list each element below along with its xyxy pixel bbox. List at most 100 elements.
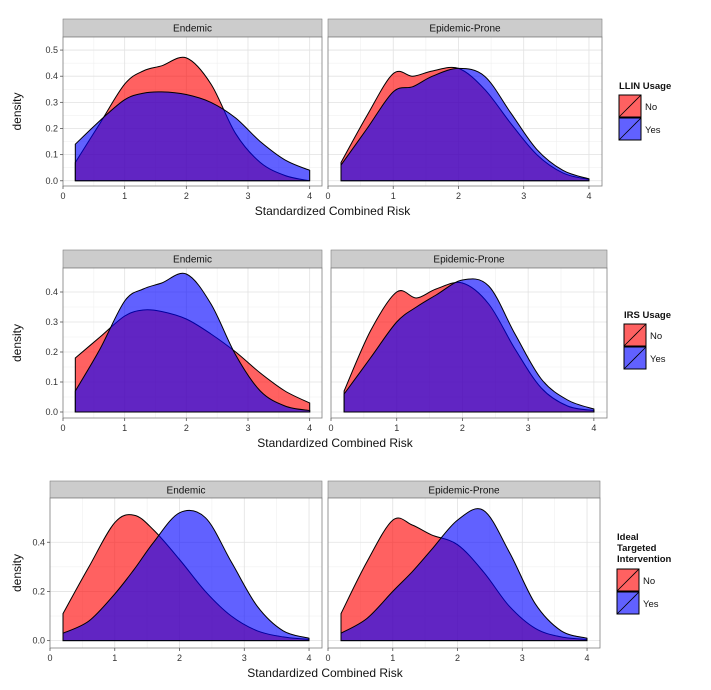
y-tick-label: 0.0 — [32, 636, 45, 646]
y-axis-title: density — [10, 92, 24, 130]
x-tick-label: 1 — [390, 653, 395, 663]
y-tick-label: 0.0 — [45, 407, 58, 417]
legend-title-line: Intervention — [617, 554, 672, 565]
x-tick-label: 1 — [122, 423, 127, 433]
density-areas — [343, 278, 595, 413]
x-tick-label: 2 — [456, 191, 461, 201]
panel-border — [327, 497, 601, 649]
x-tick-label: 3 — [245, 423, 250, 433]
chart-row-1: Endemic 0 1 2 3 4 0.0 0.1 0.2 0.3 0.4 0.5 Epidemic-P… — [10, 18, 671, 218]
x-axis-title: Standardized Combined Risk — [257, 436, 413, 450]
facet-panel: Endemic 0 1 2 3 4 0.0 0.1 0.2 0.3 0.4 — [45, 249, 323, 433]
density-area-yes — [74, 91, 311, 182]
legend-title: IRS Usage — [624, 310, 671, 321]
y-axis-title: density — [10, 554, 24, 592]
x-tick-label: 4 — [307, 423, 312, 433]
facet-panel: Endemic 0 1 2 3 4 0.0 0.1 0.2 0.3 0.4 0.5 — [45, 18, 323, 201]
x-tick-label: 0 — [60, 191, 65, 201]
y-tick-label: 0.1 — [45, 377, 58, 387]
density-areas — [62, 509, 310, 642]
y-tick-label: 0.0 — [45, 176, 58, 186]
x-tick-label: 0 — [325, 191, 330, 201]
panel-border — [62, 36, 323, 187]
legend-key-slash — [616, 568, 640, 592]
legend-label: No — [643, 576, 655, 587]
legend-key-slash — [618, 94, 642, 118]
density-areas — [74, 56, 311, 182]
density-area-yes — [74, 272, 311, 413]
x-tick-label: 3 — [520, 653, 525, 663]
x-tick-label: 0 — [328, 423, 333, 433]
facet-panel: Epidemic-Prone 0 1 2 3 4 — [325, 18, 603, 201]
x-tick-label: 2 — [184, 423, 189, 433]
legend-title-line: Targeted — [617, 543, 657, 554]
legend-label: Yes — [650, 354, 666, 365]
facet-strip-label: Epidemic-Prone — [433, 255, 505, 266]
x-tick-label: 3 — [521, 191, 526, 201]
chart-row-2: Endemic 0 1 2 3 4 0.0 0.1 0.2 0.3 0.4 Epidemic-Pron… — [10, 249, 671, 450]
legend-title-line: Ideal — [617, 532, 639, 543]
chart-row-3: Endemic 0 1 2 3 4 0.0 0.2 0.4 Epidemic-Prone 0 1 2 3 4… — [10, 480, 672, 680]
density-areas — [74, 272, 311, 413]
y-tick-label: 0.4 — [45, 71, 58, 81]
x-axis-title: Standardized Combined Risk — [247, 666, 403, 680]
panel-border — [327, 36, 603, 187]
x-tick-label: 3 — [526, 423, 531, 433]
legend-label: No — [650, 331, 662, 342]
legend-title: LLIN Usage — [619, 81, 671, 92]
facet-strip-label: Epidemic-Prone — [429, 24, 501, 35]
density-areas — [340, 508, 588, 642]
x-tick-label: 4 — [586, 191, 591, 201]
facet-panel: Epidemic-Prone 0 1 2 3 4 — [325, 480, 601, 663]
legend-label: Yes — [645, 125, 661, 136]
facet-strip-label: Endemic — [173, 255, 212, 266]
legend-key-slash — [623, 346, 647, 370]
density-areas — [340, 66, 590, 182]
legend-label: No — [645, 102, 657, 113]
x-tick-label: 3 — [242, 653, 247, 663]
x-tick-label: 2 — [455, 653, 460, 663]
legend-key-slash — [618, 117, 642, 141]
density-area-yes — [62, 509, 310, 642]
legend: IRS Usage No Yes — [623, 310, 671, 370]
legend-key-slash — [616, 591, 640, 615]
legend: LLIN Usage No Yes — [618, 81, 671, 141]
density-area-yes — [343, 278, 595, 413]
y-tick-label: 0.4 — [45, 287, 58, 297]
facet-panel: Endemic 0 1 2 3 4 0.0 0.2 0.4 — [32, 480, 323, 663]
x-tick-label: 2 — [184, 191, 189, 201]
panel-border — [62, 267, 323, 419]
facet-strip-label: Endemic — [167, 486, 206, 497]
x-tick-label: 3 — [245, 191, 250, 201]
x-tick-label: 0 — [60, 423, 65, 433]
legend-key-slash — [623, 323, 647, 347]
x-tick-label: 1 — [394, 423, 399, 433]
y-tick-label: 0.3 — [45, 97, 58, 107]
x-tick-label: 1 — [122, 191, 127, 201]
x-tick-label: 2 — [177, 653, 182, 663]
x-axis-title: Standardized Combined Risk — [255, 204, 411, 218]
density-area-yes — [340, 508, 588, 642]
x-tick-label: 4 — [585, 653, 590, 663]
y-axis-title: density — [10, 324, 24, 362]
density-area-yes — [340, 67, 590, 182]
panel-border — [330, 267, 608, 419]
y-tick-label: 0.3 — [45, 317, 58, 327]
y-tick-label: 0.5 — [45, 45, 58, 55]
y-tick-label: 0.2 — [45, 347, 58, 357]
y-tick-label: 0.1 — [45, 150, 58, 160]
facet-panel: Epidemic-Prone 0 1 2 3 4 — [328, 249, 608, 433]
panel-border — [49, 497, 323, 649]
x-tick-label: 1 — [112, 653, 117, 663]
x-tick-label: 4 — [307, 653, 312, 663]
x-tick-label: 1 — [391, 191, 396, 201]
y-tick-label: 0.4 — [32, 537, 45, 547]
x-tick-label: 2 — [460, 423, 465, 433]
y-tick-label: 0.2 — [32, 586, 45, 596]
legend-label: Yes — [643, 599, 659, 610]
x-tick-label: 4 — [307, 191, 312, 201]
x-tick-label: 4 — [591, 423, 596, 433]
x-tick-label: 0 — [47, 653, 52, 663]
